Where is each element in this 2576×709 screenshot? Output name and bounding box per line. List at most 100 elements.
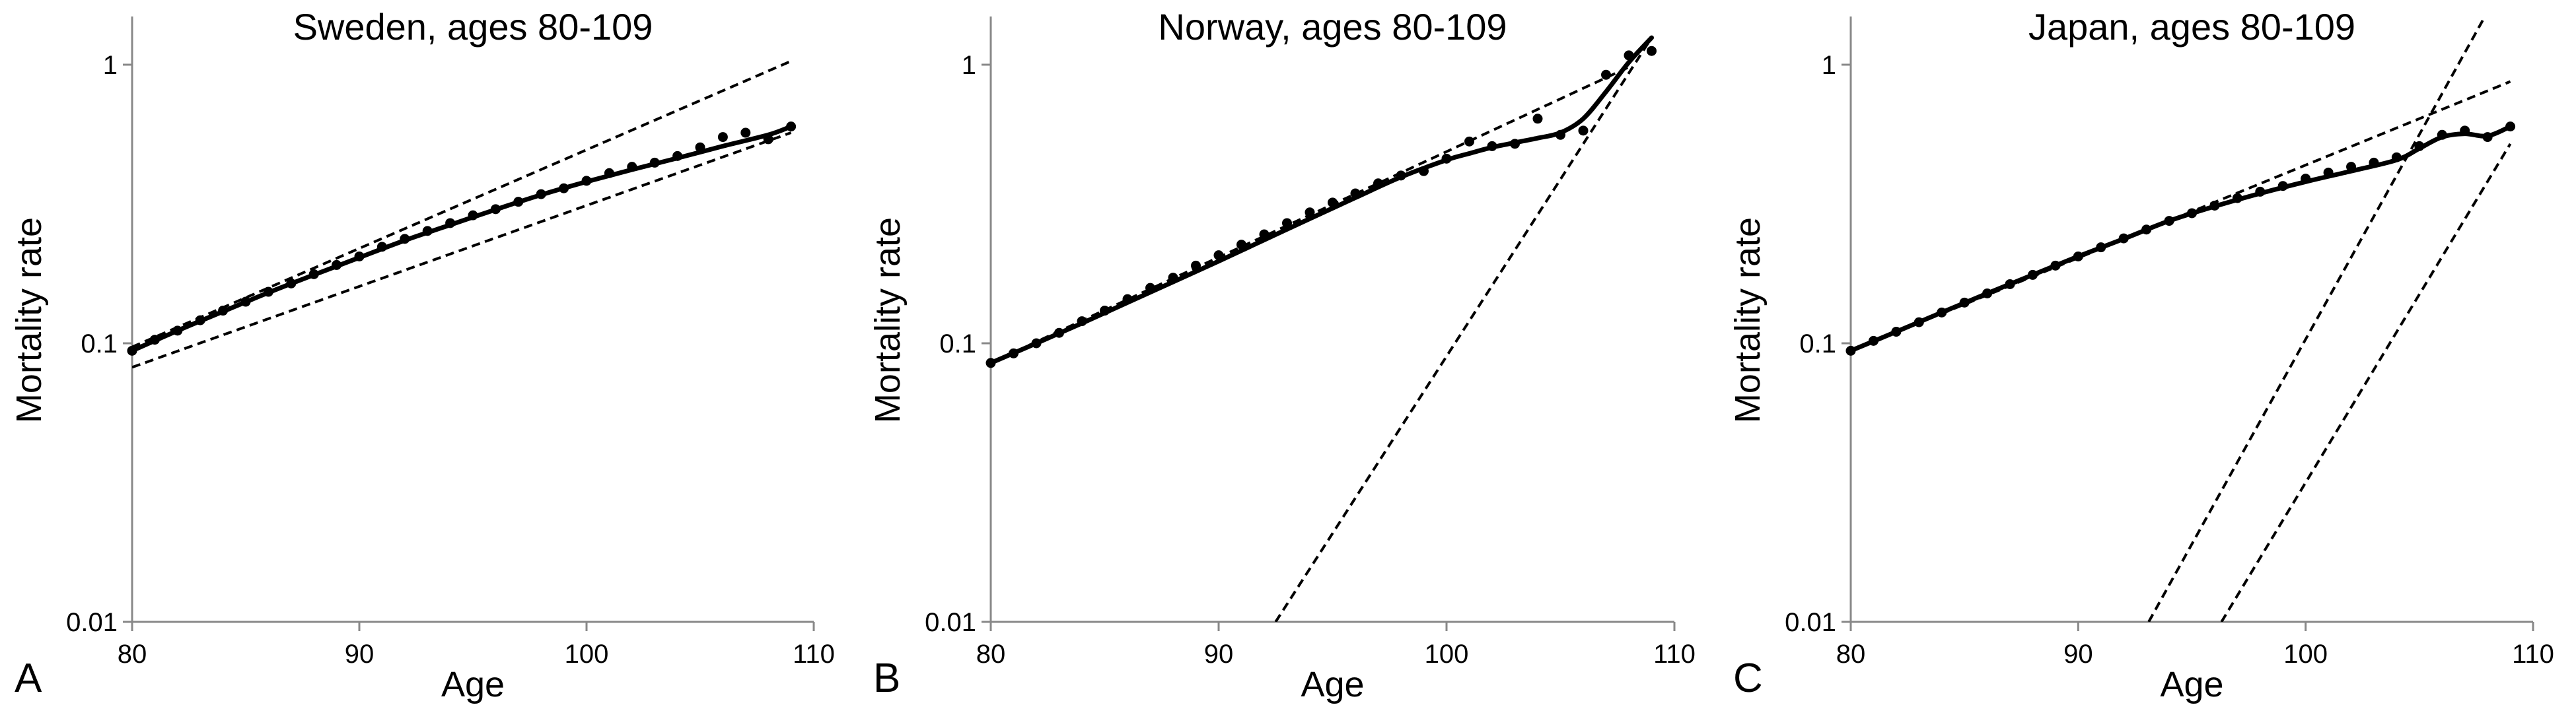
data-point xyxy=(2005,279,2015,289)
data-point xyxy=(513,197,524,207)
data-point xyxy=(740,127,751,138)
chart-title: Japan, ages 80-109 xyxy=(2028,6,2355,48)
data-point xyxy=(2118,233,2129,244)
data-point xyxy=(1100,306,1110,316)
panel-letter: A xyxy=(15,656,42,701)
chart-title: Sweden, ages 80-109 xyxy=(293,6,653,48)
data-point xyxy=(1959,297,1970,308)
x-tick-label: 80 xyxy=(118,640,147,669)
x-tick-label: 100 xyxy=(565,640,609,669)
chart-panel-c: 0.01 0.1 1 80 90 100 110 Japan, ages 80-109 Age M… xyxy=(1728,6,2554,704)
data-point xyxy=(286,278,297,288)
data-point xyxy=(445,218,456,228)
data-point xyxy=(1282,218,1292,228)
y-tick-label: 0.1 xyxy=(939,329,976,358)
chart-panel-b: 0.01 0.1 1 80 90 100 110 Norway, ages 80-109 Age… xyxy=(868,6,1696,704)
data-point xyxy=(786,121,797,132)
data-point xyxy=(1937,307,1947,318)
data-point xyxy=(195,315,205,325)
data-point xyxy=(1396,170,1406,181)
data-point xyxy=(581,176,592,186)
data-point xyxy=(490,204,501,215)
data-point xyxy=(672,151,683,161)
reference-dashed-line xyxy=(2220,143,2512,622)
data-point xyxy=(1914,317,1924,327)
data-point xyxy=(2141,224,2152,235)
y-tick-label: 0.01 xyxy=(925,608,976,637)
reference-dashed-line xyxy=(1274,37,1653,622)
chart-panel-a: 0.01 0.1 1 80 90 100 110 Sweden, ages 80-109 Age… xyxy=(9,6,835,704)
x-axis-label: Age xyxy=(2160,665,2223,704)
data-point xyxy=(1464,136,1474,147)
data-point xyxy=(2437,129,2447,140)
data-point xyxy=(1145,283,1155,293)
y-axis-label: Mortality rate xyxy=(868,217,908,423)
data-point xyxy=(1624,50,1634,61)
x-tick-label: 90 xyxy=(345,640,375,669)
data-point xyxy=(127,345,137,356)
data-point xyxy=(1487,141,1497,151)
fitted-curve xyxy=(988,35,1654,366)
y-tick-label: 0.01 xyxy=(1785,608,1836,637)
panel-letter: C xyxy=(1733,656,1763,701)
x-tick-label: 90 xyxy=(2063,640,2093,669)
data-point xyxy=(1578,125,1589,136)
data-point xyxy=(1259,229,1270,240)
data-point xyxy=(1305,207,1315,218)
data-point xyxy=(2460,125,2470,136)
data-point xyxy=(354,251,365,261)
y-tick-label: 1 xyxy=(962,51,976,80)
x-tick-label: 80 xyxy=(1836,640,1866,669)
data-point xyxy=(172,325,183,336)
x-tick-label: 90 xyxy=(1204,640,1234,669)
data-point xyxy=(376,242,387,252)
data-point xyxy=(604,168,614,178)
data-point xyxy=(2414,141,2425,151)
fitted-curve xyxy=(1848,124,2513,353)
chart-title: Norway, ages 80-109 xyxy=(1158,6,1507,48)
x-tick-label: 100 xyxy=(2283,640,2328,669)
data-point xyxy=(240,296,251,307)
x-tick-label: 80 xyxy=(976,640,1006,669)
data-point xyxy=(649,157,660,168)
data-point xyxy=(695,142,705,152)
data-point xyxy=(1213,250,1224,261)
x-tick-label: 110 xyxy=(793,640,835,669)
x-tick-label: 100 xyxy=(1425,640,1469,669)
data-point xyxy=(2096,242,2106,253)
data-point xyxy=(2050,260,2061,271)
data-point xyxy=(1868,335,1878,346)
data-point xyxy=(2073,251,2083,261)
data-point xyxy=(2209,200,2220,211)
data-point xyxy=(2255,186,2266,197)
data-point xyxy=(2301,174,2311,184)
data-point xyxy=(1054,327,1064,338)
data-point xyxy=(2505,121,2516,132)
data-point xyxy=(308,269,319,279)
data-point xyxy=(2346,162,2357,172)
data-point xyxy=(1556,129,1565,140)
data-point xyxy=(559,183,569,193)
data-point xyxy=(1236,240,1246,250)
data-point xyxy=(1891,327,1902,337)
data-point xyxy=(2369,157,2379,168)
data-point xyxy=(1419,166,1429,176)
data-point xyxy=(218,306,229,316)
data-point xyxy=(1077,316,1087,327)
data-point xyxy=(2482,132,2493,143)
data-point xyxy=(468,210,478,220)
data-point xyxy=(1510,139,1520,149)
data-point xyxy=(1647,46,1657,56)
fitted-curve xyxy=(129,124,794,353)
panel-letter: B xyxy=(873,656,900,701)
data-point xyxy=(2187,208,2197,219)
data-point xyxy=(1441,153,1452,164)
data-point xyxy=(1350,188,1361,199)
data-point xyxy=(1532,114,1543,124)
data-point xyxy=(1122,294,1133,304)
data-point xyxy=(263,287,273,297)
data-point xyxy=(1982,288,1993,298)
data-point xyxy=(1845,345,1856,356)
reference-dashed-line xyxy=(132,59,792,349)
